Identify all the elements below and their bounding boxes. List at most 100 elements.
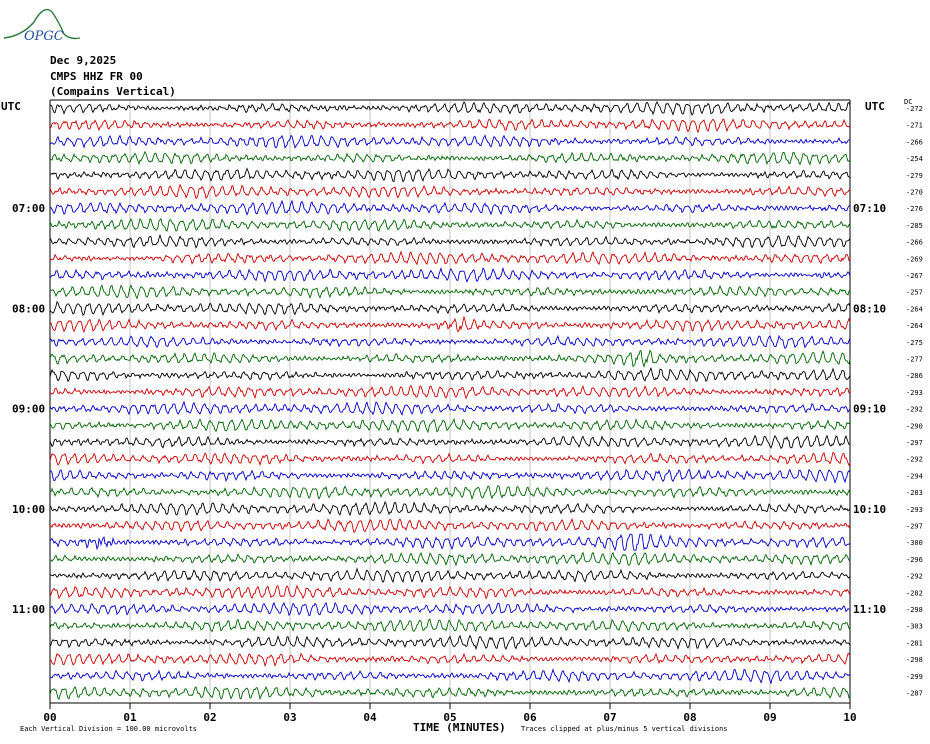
dc-offset-31: -303 — [906, 623, 923, 631]
trace-row-27 — [49, 551, 851, 567]
trace-row-24 — [49, 500, 851, 517]
trace-row-22 — [49, 468, 851, 484]
logo-text: OPGC — [24, 29, 64, 44]
dc-offset-12: -264 — [906, 305, 923, 313]
dc-offset-25: -297 — [906, 523, 923, 531]
dc-offset-30: -298 — [906, 606, 923, 614]
seismic-traces — [49, 101, 851, 701]
dc-offset-1: -271 — [906, 122, 923, 130]
trace-row-32 — [49, 634, 851, 651]
right-hour-label: 10:10 — [853, 503, 886, 516]
opgc-logo: OPGC — [3, 8, 81, 44]
trace-row-10 — [49, 266, 851, 283]
trace-row-13 — [49, 315, 851, 334]
trace-row-33 — [49, 652, 851, 668]
x-tick-label-00: 00 — [43, 711, 56, 724]
left-hour-label: 10:00 — [12, 503, 45, 516]
right-hour-label: 11:10 — [853, 603, 886, 616]
dc-offset-27: -296 — [906, 556, 923, 564]
dc-offset-32: -281 — [906, 639, 923, 647]
chart-date: Dec 9,2025 — [50, 54, 117, 67]
trace-row-21 — [49, 451, 851, 467]
dc-offset-21: -292 — [906, 456, 923, 464]
x-tick-label-04: 04 — [363, 711, 377, 724]
trace-row-19 — [49, 417, 851, 434]
dc-offset-16: -286 — [906, 372, 923, 380]
hour-labels: 07:00 08:00 09:00 10:00 11:00 07:10 08:10 09:10… — [12, 202, 886, 616]
trace-row-34 — [49, 668, 851, 685]
logo-mountain-curve — [3, 8, 81, 40]
dc-offset-8: -266 — [906, 239, 923, 247]
station-site: (Compains Vertical) — [50, 85, 176, 98]
right-hour-label: 07:10 — [853, 202, 886, 215]
trace-row-0 — [49, 101, 851, 116]
left-utc-label: UTC — [1, 100, 21, 113]
left-hour-label: 07:00 — [12, 202, 45, 215]
dc-offset-28: -292 — [906, 573, 923, 581]
x-tick-label-10: 10 — [843, 711, 856, 724]
clip-note: Traces clipped at plus/minus 5 vertical … — [521, 725, 728, 733]
trace-row-1 — [49, 118, 851, 134]
right-hour-label: 08:10 — [853, 302, 886, 315]
dc-offset-34: -299 — [906, 673, 923, 681]
x-tick-label-01: 01 — [123, 711, 137, 724]
x-tick-label-02: 02 — [203, 711, 216, 724]
trace-row-30 — [49, 601, 851, 617]
scale-note: Each Vertical Division = 100.00 microvol… — [20, 725, 198, 733]
trace-row-31 — [49, 618, 851, 633]
trace-row-17 — [49, 384, 851, 400]
trace-row-14 — [49, 334, 851, 349]
dc-offset-9: -269 — [906, 255, 923, 263]
x-tick-label-03: 03 — [283, 711, 296, 724]
trace-row-11 — [49, 284, 851, 300]
left-hour-label: 08:00 — [12, 302, 45, 315]
x-tick-label-05: 05 — [443, 711, 456, 724]
dc-offset-15: -277 — [906, 356, 923, 364]
station-code: CMPS HHZ FR 00 — [50, 70, 143, 83]
trace-row-26 — [49, 533, 851, 552]
dc-offset-20: -297 — [906, 439, 923, 447]
trace-row-35 — [49, 685, 851, 701]
trace-row-28 — [49, 567, 851, 584]
dc-offset-33: -298 — [906, 656, 923, 664]
trace-row-20 — [49, 434, 851, 450]
dc-offset-17: -293 — [906, 389, 923, 397]
dc-offset-19: -290 — [906, 422, 923, 430]
dc-offset-29: -282 — [906, 589, 923, 597]
dc-offset-11: -257 — [906, 289, 923, 297]
trace-row-25 — [49, 517, 851, 534]
trace-row-5 — [49, 183, 851, 200]
x-axis-title: TIME (MINUTES) — [413, 721, 506, 734]
trace-row-4 — [49, 167, 851, 183]
dc-offset-3: -254 — [906, 155, 923, 163]
trace-row-9 — [49, 250, 851, 266]
dc-offset-14: -275 — [906, 339, 923, 347]
dc-offset-26: -300 — [906, 539, 923, 547]
dc-offset-6: -276 — [906, 205, 923, 213]
trace-row-12 — [49, 301, 851, 317]
dc-offset-23: -283 — [906, 489, 923, 497]
dc-offset-2: -266 — [906, 138, 923, 146]
dc-offset-22: -294 — [906, 472, 923, 480]
right-hour-label: 09:10 — [853, 403, 886, 416]
dc-label: DC — [904, 98, 913, 106]
trace-row-3 — [49, 150, 851, 166]
dc-offset-18: -292 — [906, 406, 923, 414]
trace-row-29 — [49, 584, 851, 600]
trace-row-16 — [49, 367, 851, 383]
dc-offset-labels: -272 -271 -266 -254 -279 -270 -276 -285 -266 -269… — [906, 105, 923, 698]
trace-row-6 — [50, 199, 851, 216]
x-tick-label-06: 06 — [523, 711, 537, 724]
x-tick-label-08: 08 — [683, 711, 696, 724]
x-tick-label-09: 09 — [763, 711, 776, 724]
minute-gridlines — [129, 100, 771, 703]
right-utc-label: UTC — [865, 100, 885, 113]
dc-offset-13: -264 — [906, 322, 923, 330]
dc-offset-4: -279 — [906, 172, 923, 180]
dc-offset-0: -272 — [906, 105, 923, 113]
trace-row-23 — [49, 484, 851, 501]
dc-offset-35: -287 — [906, 690, 923, 698]
dc-offset-7: -285 — [906, 222, 923, 230]
trace-row-8 — [49, 233, 851, 249]
